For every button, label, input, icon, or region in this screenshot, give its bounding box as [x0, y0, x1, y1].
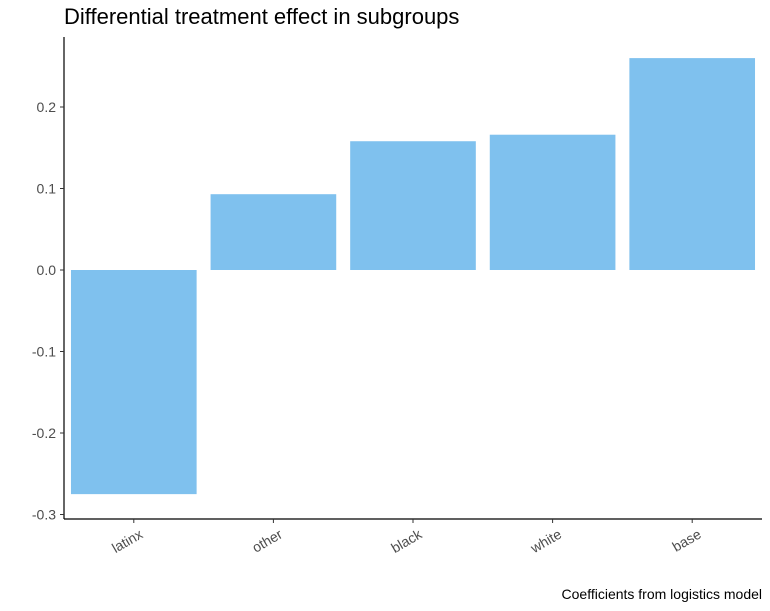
x-tick-label-black: black: [388, 525, 425, 556]
y-tick-label: -0.1: [32, 344, 56, 360]
y-tick-label: 0.1: [37, 181, 57, 197]
y-axis: -0.3 -0.2 -0.1 0.0 0.1 0.2: [32, 37, 65, 523]
bar-black: [350, 141, 476, 270]
x-tick-label-base: base: [669, 526, 703, 555]
x-tick-label-latinx: latinx: [109, 526, 145, 556]
y-tick-label: 0.0: [37, 262, 57, 278]
x-axis: latinx other black white base: [64, 518, 762, 557]
y-tick-label: -0.2: [32, 425, 56, 441]
bars-layer: [70, 58, 756, 495]
bar-other: [210, 194, 337, 270]
bar-base: [629, 58, 756, 270]
y-tick-label: -0.3: [32, 507, 56, 523]
y-tick-label: 0.2: [37, 99, 57, 115]
bar-latinx: [70, 270, 197, 495]
bar-white: [489, 134, 616, 270]
x-tick-label-other: other: [249, 526, 285, 556]
chart-title: Differential treatment effect in subgrou…: [64, 4, 460, 29]
x-tick-label-white: white: [527, 526, 564, 557]
chart-caption: Coefficients from logistics model: [561, 586, 762, 602]
